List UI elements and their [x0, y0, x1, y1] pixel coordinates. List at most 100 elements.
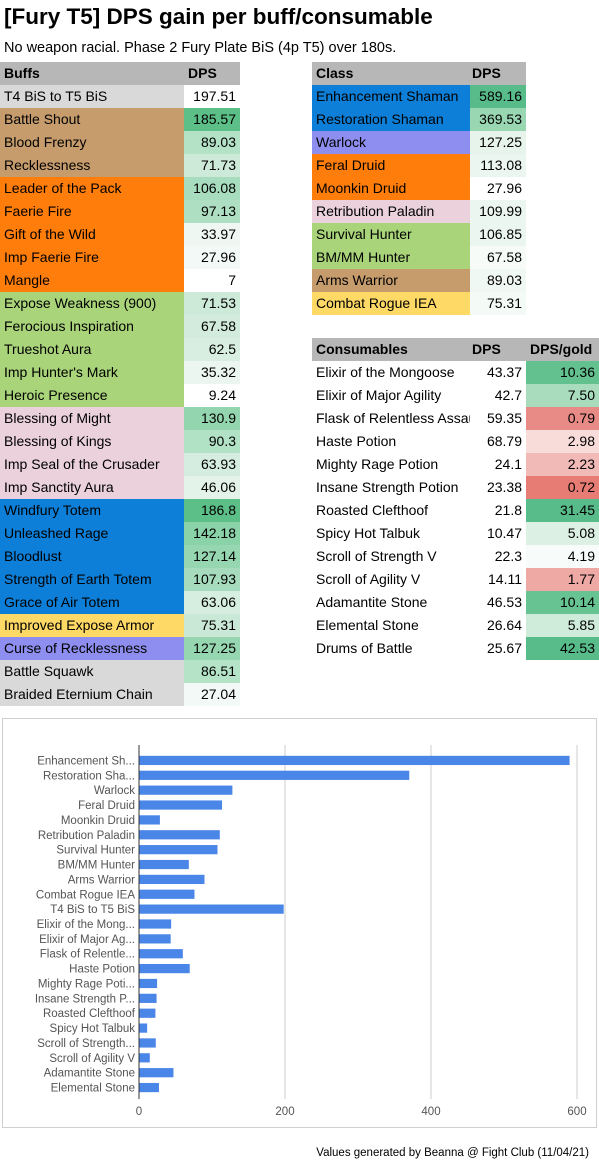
table-row: Bloodlust 127.14 [0, 545, 240, 568]
chart-bar [139, 785, 233, 795]
consumables-table-header: Consumables DPS DPS/gold [312, 338, 599, 361]
chart-category-label: Adamantite Stone [44, 1068, 135, 1080]
buff-name: Imp Seal of the Crusader [0, 453, 184, 476]
chart-bar [139, 1082, 159, 1093]
consumable-dps: 43.37 [486, 364, 522, 380]
chart-bar [139, 815, 160, 825]
table-row: Mighty Rage Potion 24.1 2.23 [312, 453, 599, 476]
dps-bar-chart: 0 200 400 600 Enhancement Sh... Restoration S… [2, 718, 597, 1128]
buff-name: Braided Eternium Chain [0, 683, 184, 706]
class-name: BM/MM Hunter [312, 246, 470, 269]
buff-name: Expose Weakness (900) [0, 292, 184, 315]
chart-bar [139, 963, 190, 974]
consumable-dps-per-gold: 10.14 [526, 591, 599, 614]
consumable-dps-per-gold: 10.36 [526, 361, 599, 384]
table-row: Adamantite Stone 46.53 10.14 [312, 591, 599, 614]
class-table-header: Class DPS [312, 62, 526, 85]
table-row: Grace of Air Totem 63.06 [0, 591, 240, 614]
consumable-name: Adamantite Stone [316, 594, 428, 610]
class-name: Survival Hunter [312, 223, 470, 246]
class-dps: 75.31 [470, 292, 526, 315]
consumable-dps: 25.67 [486, 640, 522, 656]
buff-dps: 89.03 [184, 131, 240, 154]
class-dps: 67.58 [470, 246, 526, 269]
chart-x-tick-label: 0 [136, 1106, 142, 1118]
page-subtitle: No weapon racial. Phase 2 Fury Plate BiS… [4, 40, 397, 56]
consumable-name: Elixir of Major Agility [316, 387, 442, 403]
chart-x-tick-label: 200 [275, 1106, 294, 1118]
table-row: Improved Expose Armor 75.31 [0, 614, 240, 637]
table-row: Gift of the Wild 33.97 [0, 223, 240, 246]
table-row: Drums of Battle 25.67 42.53 [312, 637, 599, 660]
class-dps: 27.96 [470, 177, 526, 200]
consumable-dps-per-gold: 7.50 [526, 384, 599, 407]
table-row: Strength of Earth Totem 107.93 [0, 568, 240, 591]
consumable-name: Elemental Stone [316, 617, 419, 633]
consumable-name: Flask of Relentless Assault [316, 410, 470, 426]
consumable-dps: 14.11 [488, 571, 522, 587]
table-row: Flask of Relentless Assault 59.35 0.79 [312, 407, 599, 430]
chart-bar [139, 904, 284, 914]
table-row: Curse of Recklessness 127.25 [0, 637, 240, 660]
chart-category-label: BM/MM Hunter [58, 860, 135, 872]
chart-bar [139, 978, 158, 989]
buff-dps: 86.51 [184, 660, 240, 683]
class-table-body: Enhancement Shaman 589.16 Restoration Sham… [312, 85, 526, 315]
buff-dps: 106.08 [184, 177, 240, 200]
table-row: Elixir of the Mongoose 43.37 10.36 [312, 361, 599, 384]
table-row: Elemental Stone 26.64 5.85 [312, 614, 599, 637]
buff-dps: 197.51 [184, 85, 240, 108]
buff-name: Bloodlust [0, 545, 184, 568]
buff-name: Improved Expose Armor [0, 614, 184, 637]
buff-name: Mangle [0, 269, 184, 292]
buff-dps: 90.3 [184, 430, 240, 453]
buffs-header-dps: DPS [184, 62, 240, 85]
consumable-name: Spicy Hot Talbuk [316, 525, 421, 541]
class-header-dps: DPS [470, 62, 526, 85]
buff-dps: 75.31 [184, 614, 240, 637]
consumables-header-name: Consumables [312, 338, 470, 361]
page-title: [Fury T5] DPS gain per buff/consumable [4, 4, 433, 29]
class-name: Moonkin Druid [312, 177, 470, 200]
chart-category-label: Elixir of the Mong... [37, 919, 135, 931]
chart-category-label: Moonkin Druid [61, 815, 135, 827]
consumable-name: Mighty Rage Potion [316, 456, 439, 472]
chart-category-label: Elemental Stone [51, 1083, 135, 1095]
buff-name: Heroic Presence [0, 384, 184, 407]
consumable-dps: 46.53 [486, 594, 522, 610]
consumable-dps-per-gold: 42.53 [526, 637, 599, 660]
consumable-name: Insane Strength Potion [316, 479, 459, 495]
buffs-header-name: Buffs [0, 62, 184, 85]
chart-bar [139, 1053, 150, 1063]
table-row: T4 BiS to T5 BiS 197.51 [0, 85, 240, 108]
buff-dps: 142.18 [184, 522, 240, 545]
chart-category-label: Roasted Clefthoof [43, 1008, 136, 1020]
consumables-header-dps: DPS [470, 338, 526, 361]
chart-category-label: Elixir of Major Ag... [39, 934, 135, 946]
buff-name: Recklessness [0, 154, 184, 177]
consumable-dps: 10.47 [486, 525, 522, 541]
table-row: Imp Seal of the Crusader 63.93 [0, 453, 240, 476]
class-dps: 106.85 [470, 223, 526, 246]
table-row: Imp Faerie Fire 27.96 [0, 246, 240, 269]
class-name: Feral Druid [312, 154, 470, 177]
chart-category-label: Flask of Relentle... [40, 949, 135, 961]
consumable-dps-per-gold: 0.79 [526, 407, 599, 430]
consumable-dps-per-gold: 0.72 [526, 476, 599, 499]
chart-bar [139, 800, 223, 810]
chart-bar [139, 859, 189, 870]
chart-bar [139, 1068, 174, 1078]
buff-name: Strength of Earth Totem [0, 568, 184, 591]
table-row: Restoration Shaman 369.53 [312, 108, 526, 131]
buff-name: Blood Frenzy [0, 131, 184, 154]
class-dps: 589.16 [470, 85, 526, 108]
chart-category-label: Haste Potion [69, 964, 135, 976]
table-row: Faerie Fire 97.13 [0, 200, 240, 223]
chart-bar [139, 1008, 156, 1018]
chart-category-label: Feral Druid [78, 800, 135, 812]
buff-name: Blessing of Kings [0, 430, 184, 453]
consumable-dps-per-gold: 5.08 [526, 522, 599, 545]
buff-name: Faerie Fire [0, 200, 184, 223]
buff-name: T4 BiS to T5 BiS [0, 85, 184, 108]
buffs-table-header: Buffs DPS [0, 62, 240, 85]
